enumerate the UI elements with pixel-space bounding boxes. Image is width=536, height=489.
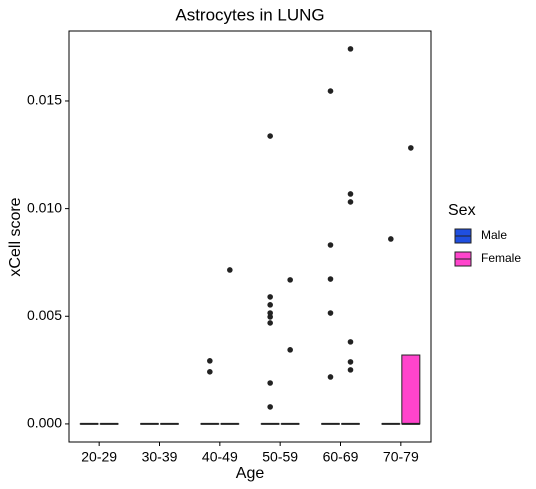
outlier [287, 347, 293, 353]
outlier [347, 46, 354, 52]
outlier [267, 320, 273, 326]
outlier [327, 276, 334, 282]
x-axis-title: Age [236, 465, 265, 482]
legend-label: Female [481, 251, 521, 265]
x-tick-label: 60-69 [323, 449, 359, 465]
outlier [347, 199, 354, 205]
x-tick-label: 40-49 [202, 449, 238, 465]
y-tick-label: 0.000 [27, 415, 62, 431]
x-tick-label: 50-59 [262, 449, 298, 465]
panel-border [68, 30, 432, 443]
x-tick-label: 30-39 [142, 449, 178, 465]
y-axis-title: xCell score [7, 197, 24, 276]
outlier [347, 339, 354, 345]
outlier [207, 369, 213, 375]
outlier [267, 314, 273, 320]
legend-title: Sex [448, 202, 476, 219]
outlier [287, 277, 293, 283]
x-tick-label: 70-79 [383, 449, 419, 465]
outlier [267, 294, 273, 300]
y-tick-label: 0.015 [27, 92, 62, 108]
outlier [327, 374, 334, 380]
x-tick-label: 20-29 [81, 449, 117, 465]
outlier [327, 88, 334, 94]
legend-label: Male [481, 228, 507, 242]
outlier [327, 242, 334, 248]
outlier [267, 380, 273, 386]
outlier [267, 302, 273, 308]
outlier [227, 267, 233, 273]
outlier [207, 358, 213, 364]
y-tick-label: 0.005 [27, 307, 62, 323]
outlier [327, 310, 334, 316]
chart-title: Astrocytes in LUNG [175, 5, 324, 24]
outlier [408, 145, 414, 151]
outlier [347, 367, 354, 373]
outlier [267, 133, 273, 139]
box [401, 354, 421, 425]
outlier [388, 236, 394, 242]
y-tick-label: 0.010 [27, 199, 62, 215]
outlier [267, 310, 273, 316]
outlier [267, 404, 273, 410]
outlier [347, 359, 354, 365]
outlier [347, 191, 354, 197]
